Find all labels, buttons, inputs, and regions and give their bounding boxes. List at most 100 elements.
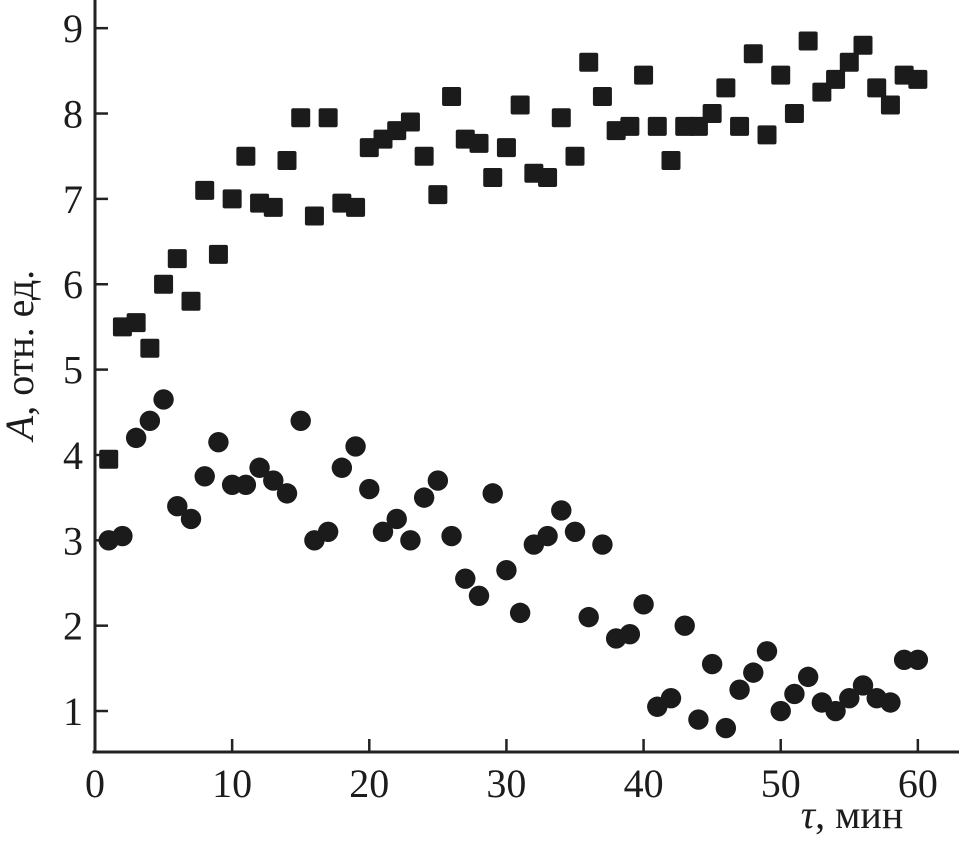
circle-data-point — [756, 641, 778, 662]
circle-data-point — [125, 427, 147, 449]
circle-data-point — [825, 700, 846, 722]
square-data-point — [839, 52, 859, 72]
square-data-point — [510, 95, 530, 115]
square-data-point — [867, 78, 887, 98]
y-tick-label: 3 — [63, 518, 83, 563]
square-data-point — [771, 65, 791, 85]
y-axis-label: A, отн. ед. — [0, 270, 42, 443]
x-tick-label: 30 — [486, 761, 526, 806]
circle-data-point — [729, 679, 750, 700]
circle-data-point — [839, 688, 860, 709]
square-data-point — [798, 31, 818, 51]
square-data-point — [263, 197, 283, 217]
square-data-point — [428, 185, 448, 205]
y-tick-label: 6 — [63, 262, 83, 307]
x-tick-label: 60 — [898, 761, 938, 806]
circle-data-point — [263, 470, 284, 491]
square-data-point — [167, 249, 187, 269]
square-data-point — [496, 138, 516, 158]
circle-data-point — [551, 500, 572, 521]
square-data-point — [291, 108, 311, 128]
series-circles — [98, 389, 929, 739]
circle-data-point — [770, 700, 791, 722]
square-data-point — [400, 112, 420, 132]
circle-data-point — [784, 683, 805, 705]
circle-data-point — [441, 525, 462, 547]
square-data-point — [757, 125, 777, 145]
circle-data-point — [688, 709, 709, 730]
axes — [92, 0, 959, 754]
x-tick-label: 50 — [761, 761, 801, 806]
square-data-point — [346, 197, 366, 217]
square-data-point — [620, 116, 640, 136]
x-tick-label: 10 — [212, 761, 252, 806]
square-data-point — [661, 150, 681, 170]
series-squares — [99, 31, 928, 469]
square-data-point — [565, 146, 585, 166]
y-tick-label: 9 — [63, 6, 83, 51]
square-data-point — [236, 146, 256, 166]
x-tick-labels: 0 10 20 30 40 50 60 — [85, 761, 938, 806]
circle-data-point — [797, 666, 819, 688]
circle-data-point — [413, 487, 435, 508]
circle-data-point — [701, 653, 723, 675]
square-data-point — [853, 35, 873, 55]
square-data-point — [826, 69, 846, 89]
square-data-point — [304, 206, 324, 226]
circle-data-point — [537, 525, 558, 547]
square-data-point — [181, 291, 201, 311]
square-data-point — [538, 168, 558, 188]
circle-data-point — [139, 410, 161, 432]
square-data-point — [414, 146, 434, 166]
y-tick-label: 8 — [63, 92, 83, 137]
square-data-point — [195, 180, 215, 200]
circle-data-point — [907, 649, 929, 671]
circle-data-point — [482, 483, 503, 504]
square-data-point — [469, 133, 489, 153]
square-data-point — [647, 116, 667, 136]
square-data-point — [126, 313, 146, 333]
tick-marks — [95, 26, 920, 752]
x-tick-label: 20 — [349, 761, 389, 806]
square-data-point — [716, 78, 736, 98]
circle-data-point — [660, 688, 682, 709]
square-data-point — [208, 244, 228, 264]
circle-data-point — [509, 602, 531, 624]
circle-data-point — [112, 525, 133, 547]
y-tick-label: 5 — [63, 348, 83, 393]
square-data-point — [579, 52, 599, 72]
circle-data-point — [633, 594, 654, 615]
x-tick-label: 40 — [624, 761, 664, 806]
square-data-point — [702, 104, 722, 124]
x-axis-label: τ, мин — [801, 792, 903, 837]
circle-data-point — [715, 717, 737, 739]
square-data-point — [154, 274, 174, 294]
square-data-point — [592, 86, 612, 106]
y-tick-labels: 1 2 3 4 5 6 7 8 9 — [63, 6, 83, 734]
circle-data-point — [372, 521, 394, 542]
square-data-point — [140, 338, 160, 358]
square-data-point — [634, 65, 654, 85]
y-tick-label: 1 — [63, 689, 83, 734]
circle-data-point — [496, 559, 517, 581]
y-tick-label: 4 — [63, 433, 83, 478]
circle-data-point — [194, 466, 215, 487]
square-data-point — [442, 86, 462, 106]
y-tick-label: 7 — [63, 177, 83, 222]
square-data-point — [277, 150, 297, 170]
square-data-point — [222, 189, 242, 209]
circle-data-point — [345, 436, 366, 457]
circle-data-point — [180, 508, 202, 530]
circle-data-point — [468, 585, 490, 606]
square-data-point — [483, 168, 503, 188]
square-data-point — [743, 44, 763, 64]
square-data-point — [880, 95, 900, 115]
circle-data-point — [564, 521, 586, 542]
circle-data-point — [276, 483, 298, 504]
x-tick-label: 0 — [85, 761, 105, 806]
circle-data-point — [674, 615, 695, 636]
circle-data-point — [880, 692, 901, 713]
circle-data-point — [852, 675, 874, 696]
